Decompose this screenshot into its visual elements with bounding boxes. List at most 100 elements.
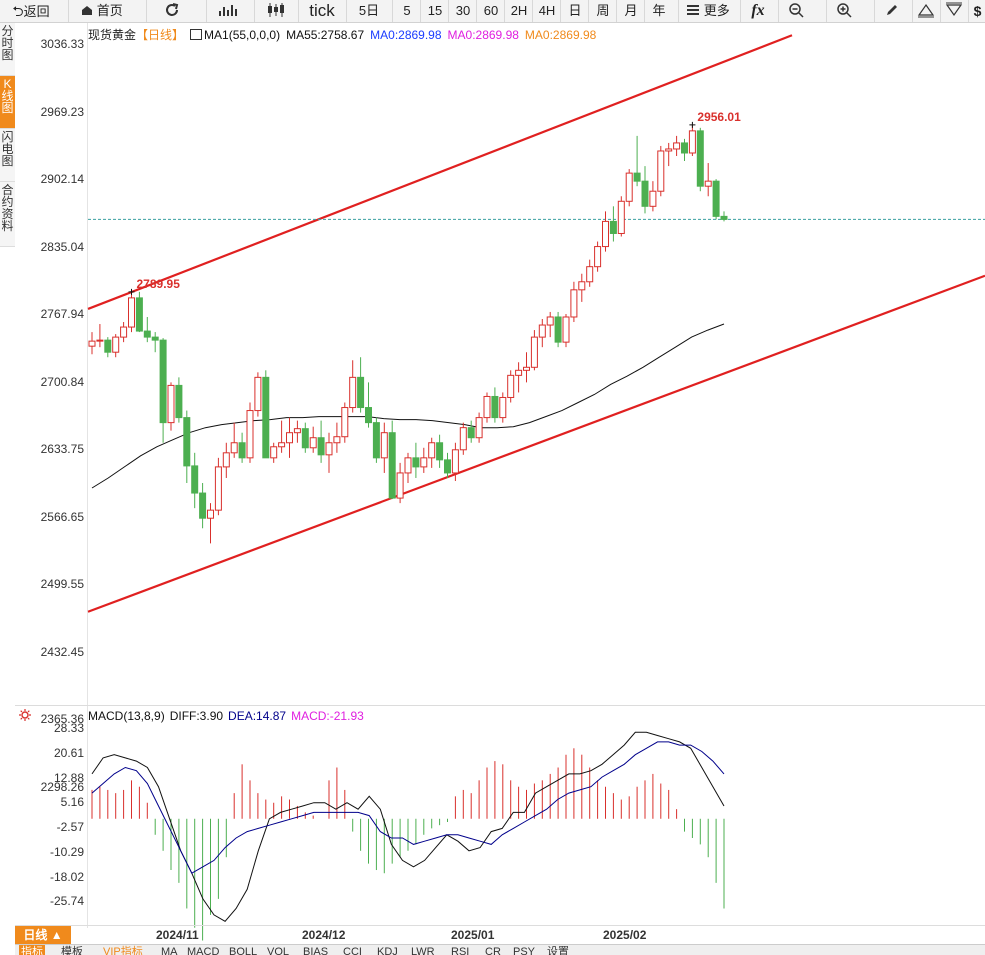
tab-timeshare[interactable]: 分时图 [0,23,15,76]
tab-cci[interactable]: CCI [343,946,362,955]
candle-body[interactable] [301,428,309,449]
pane-divider[interactable] [15,705,985,706]
candle-body[interactable] [609,220,617,234]
candle-body[interactable] [191,465,199,494]
candle-body[interactable] [688,130,696,154]
candle-body[interactable] [467,427,475,439]
candle-body[interactable] [254,376,262,412]
period-week-button[interactable]: 周 [588,0,617,22]
triangle-down-button[interactable] [940,0,967,22]
candle-body[interactable] [720,215,728,220]
candle-body[interactable] [515,369,523,376]
tab-settings[interactable]: 设置 [547,946,569,955]
candle-body[interactable] [712,180,720,217]
tab-lwr[interactable]: LWR [411,946,435,955]
candle-body[interactable] [578,281,586,291]
candle-body[interactable] [641,180,649,207]
tab-kline[interactable]: K线图 [0,76,15,129]
candle-body[interactable] [143,330,151,338]
candle-body[interactable] [365,407,372,424]
tab-ma[interactable]: MA [161,946,178,955]
candle-body[interactable] [681,142,688,154]
tab-flash[interactable]: 闪电图 [0,129,15,182]
trend-line[interactable] [87,274,985,613]
candle-body[interactable] [491,395,499,419]
candle-body[interactable] [238,442,246,459]
tab-bias[interactable]: BIAS [303,946,329,955]
candle-body[interactable] [357,376,365,409]
formula-button[interactable]: fx [740,0,775,22]
candle-body[interactable] [673,142,681,150]
candle-body[interactable] [649,190,657,207]
candle-body[interactable] [128,297,135,328]
candle-body[interactable] [420,457,428,468]
tab-macd[interactable]: MACD [187,946,220,955]
candle-body[interactable] [546,316,554,326]
candle-body[interactable] [175,384,183,419]
period-selector[interactable]: 日线 ▲ [15,926,71,944]
candle-body[interactable] [341,407,349,438]
candle-body[interactable] [562,316,570,343]
candle-body[interactable] [475,417,483,439]
candle-body[interactable] [104,339,112,353]
candle-body[interactable] [483,395,491,419]
candle-body[interactable] [286,432,293,444]
tab-boll[interactable]: BOLL [229,946,258,955]
candle-body[interactable] [499,396,507,419]
zoom-in-button[interactable] [826,0,861,22]
candle-body[interactable] [120,326,128,338]
back-button[interactable]: ⮌返回 [6,0,56,22]
period-15m-button[interactable]: 15 [420,0,449,22]
candle-body[interactable] [309,437,317,449]
candle-body[interactable] [96,339,104,342]
tab-cr[interactable]: CR [485,946,501,955]
period-60m-button[interactable]: 60 [476,0,505,22]
period-30m-button[interactable]: 30 [448,0,477,22]
trend-line[interactable] [87,34,793,310]
candle-body[interactable] [388,432,396,499]
tick-button[interactable]: tick [298,0,345,22]
candle-body[interactable] [246,410,254,459]
candle-body[interactable] [88,340,96,347]
candle-body[interactable] [530,336,538,368]
candle-body[interactable] [428,442,436,459]
tab-indicators[interactable]: 指标 [19,945,45,955]
candle-body[interactable] [349,376,357,409]
candle-body[interactable] [278,442,286,448]
candle-body[interactable] [507,374,515,398]
candle-body[interactable] [436,442,444,461]
candle-body[interactable] [554,316,562,343]
candle-body[interactable] [112,336,120,353]
candle-body[interactable] [404,457,412,474]
tab-templates[interactable]: 模板 [61,946,83,955]
triangle-up-button[interactable] [912,0,939,22]
candle-body[interactable] [333,436,341,444]
price-alert-button[interactable]: $ [968,0,985,22]
candle-body[interactable] [262,376,270,459]
candle-body[interactable] [151,336,159,341]
candle-body[interactable] [594,246,602,268]
tab-vol[interactable]: VOL [267,946,290,955]
candle-body[interactable] [396,472,404,499]
tab-psy[interactable]: PSY [513,946,536,955]
candle-body[interactable] [183,417,191,467]
candle-style-button[interactable] [254,0,297,22]
candle-body[interactable] [657,150,665,192]
period-5m-button[interactable]: 5 [392,0,421,22]
period-month-button[interactable]: 月 [616,0,645,22]
candle-body[interactable] [214,466,222,511]
period-4h-button[interactable]: 4H [532,0,561,22]
candle-body[interactable] [444,459,451,474]
candle-body[interactable] [538,324,546,338]
candle-body[interactable] [570,289,578,318]
period-2h-button[interactable]: 2H [504,0,533,22]
tab-rsi[interactable]: RSI [451,946,470,955]
home-button[interactable]: 首页 [68,0,135,22]
tab-contract-info[interactable]: 合约资料 [0,182,15,247]
candle-body[interactable] [704,180,712,187]
candle-body[interactable] [633,172,641,182]
candle-body[interactable] [135,297,143,332]
candle-body[interactable] [230,442,238,454]
candle-body[interactable] [317,437,325,456]
